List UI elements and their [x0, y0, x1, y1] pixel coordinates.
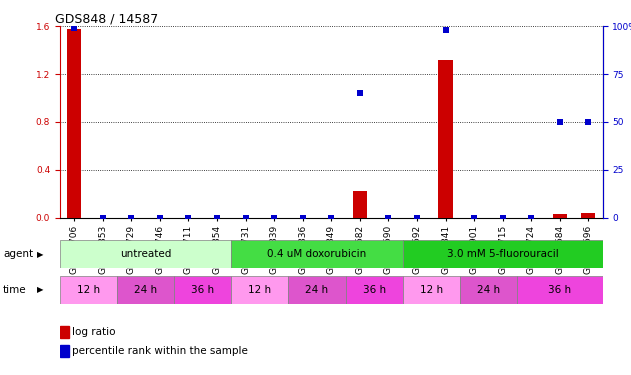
Bar: [403, 240, 603, 268]
Bar: [60, 240, 232, 268]
Text: GDS848 / 14587: GDS848 / 14587: [54, 12, 158, 25]
Bar: [439, 60, 452, 217]
Point: [269, 214, 279, 220]
Bar: [517, 276, 603, 304]
Point: [440, 27, 451, 33]
Point: [384, 214, 394, 220]
Text: agent: agent: [3, 249, 33, 259]
Text: 36 h: 36 h: [363, 285, 386, 295]
Bar: [460, 276, 517, 304]
Bar: [60, 326, 69, 338]
Text: 12 h: 12 h: [77, 285, 100, 295]
Bar: [553, 214, 567, 217]
Text: 12 h: 12 h: [420, 285, 443, 295]
Text: 36 h: 36 h: [191, 285, 215, 295]
Point: [555, 119, 565, 125]
Bar: [60, 276, 117, 304]
Bar: [581, 213, 596, 217]
Point: [155, 214, 165, 220]
Text: untreated: untreated: [120, 249, 171, 259]
Text: 36 h: 36 h: [548, 285, 571, 295]
Text: 24 h: 24 h: [134, 285, 157, 295]
Point: [184, 214, 194, 220]
Point: [412, 214, 422, 220]
Text: ▶: ▶: [37, 285, 43, 294]
Bar: [117, 276, 174, 304]
Text: 24 h: 24 h: [477, 285, 500, 295]
Point: [355, 90, 365, 96]
Point: [469, 214, 479, 220]
Point: [240, 214, 251, 220]
Text: time: time: [3, 285, 27, 295]
Text: 3.0 mM 5-fluorouracil: 3.0 mM 5-fluorouracil: [447, 249, 558, 259]
Point: [98, 214, 108, 220]
Bar: [288, 276, 346, 304]
Text: ▶: ▶: [37, 250, 43, 259]
Bar: [403, 276, 460, 304]
Bar: [67, 28, 81, 218]
Bar: [174, 276, 232, 304]
Bar: [60, 345, 69, 357]
Text: log ratio: log ratio: [72, 327, 115, 337]
Point: [212, 214, 222, 220]
Text: percentile rank within the sample: percentile rank within the sample: [72, 346, 248, 356]
Bar: [232, 240, 403, 268]
Point: [69, 25, 80, 31]
Point: [526, 214, 536, 220]
Text: 0.4 uM doxorubicin: 0.4 uM doxorubicin: [268, 249, 367, 259]
Bar: [353, 191, 367, 217]
Text: 24 h: 24 h: [305, 285, 329, 295]
Point: [498, 214, 508, 220]
Point: [126, 214, 136, 220]
Point: [298, 214, 308, 220]
Bar: [232, 276, 288, 304]
Bar: [346, 276, 403, 304]
Text: 12 h: 12 h: [249, 285, 271, 295]
Point: [583, 119, 593, 125]
Point: [326, 214, 336, 220]
